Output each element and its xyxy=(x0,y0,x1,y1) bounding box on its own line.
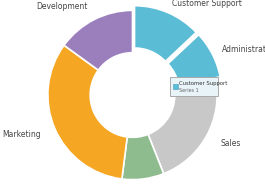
Text: Sales: Sales xyxy=(220,139,240,148)
Wedge shape xyxy=(64,10,132,70)
Wedge shape xyxy=(168,35,220,85)
Wedge shape xyxy=(148,79,217,174)
Text: Administration: Administration xyxy=(222,45,265,54)
Text: Development: Development xyxy=(36,2,87,10)
Text: Series 1: Series 1 xyxy=(179,88,198,93)
FancyBboxPatch shape xyxy=(170,77,218,96)
Wedge shape xyxy=(122,134,164,180)
Text: Customer Support: Customer Support xyxy=(172,0,242,8)
Wedge shape xyxy=(48,45,127,179)
Text: Marketing: Marketing xyxy=(2,130,41,139)
FancyBboxPatch shape xyxy=(173,84,178,89)
Text: Customer Support: Customer Support xyxy=(179,81,227,86)
Wedge shape xyxy=(135,6,196,61)
